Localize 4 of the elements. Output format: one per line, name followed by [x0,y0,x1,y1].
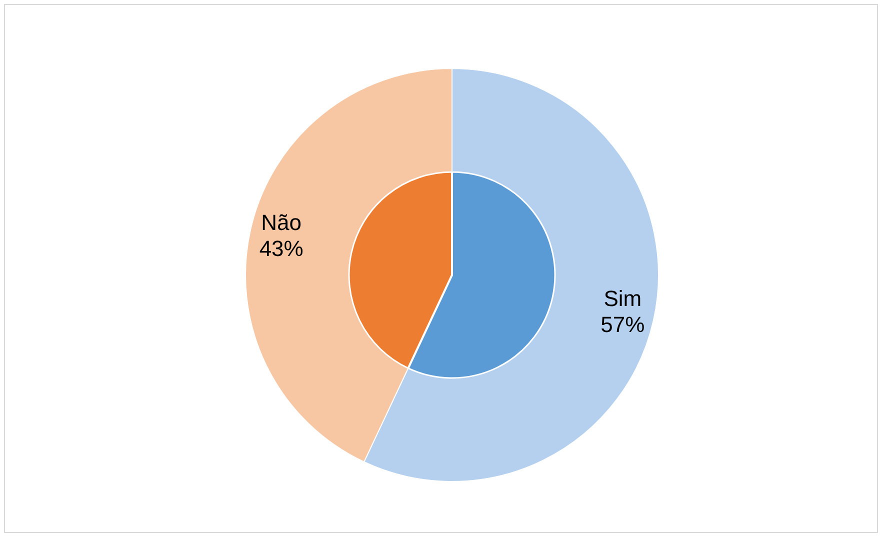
slice-label: Sim [604,286,642,312]
data-label: 43% [259,236,304,261]
slice-label: Não [261,210,302,235]
data-label: 57% [600,312,645,338]
